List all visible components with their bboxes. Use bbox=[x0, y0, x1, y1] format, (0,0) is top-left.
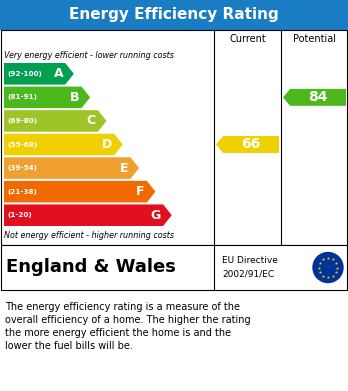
Text: Not energy efficient - higher running costs: Not energy efficient - higher running co… bbox=[4, 231, 174, 240]
Text: 66: 66 bbox=[242, 138, 261, 151]
Text: the more energy efficient the home is and the: the more energy efficient the home is an… bbox=[5, 328, 231, 338]
Text: 2002/91/EC: 2002/91/EC bbox=[222, 270, 274, 279]
Bar bbox=[0, 0, 348, 30]
Polygon shape bbox=[4, 110, 106, 132]
Polygon shape bbox=[4, 181, 156, 203]
Text: EU Directive: EU Directive bbox=[222, 256, 278, 265]
Text: G: G bbox=[151, 209, 161, 222]
Text: lower the fuel bills will be.: lower the fuel bills will be. bbox=[5, 341, 133, 351]
Polygon shape bbox=[4, 157, 139, 179]
Text: England & Wales: England & Wales bbox=[6, 258, 176, 276]
Text: E: E bbox=[120, 161, 128, 174]
Bar bbox=[1, 30, 347, 245]
Text: (69-80): (69-80) bbox=[7, 118, 37, 124]
Polygon shape bbox=[4, 63, 74, 84]
Polygon shape bbox=[216, 136, 279, 153]
Text: (55-68): (55-68) bbox=[7, 142, 37, 147]
Text: D: D bbox=[102, 138, 112, 151]
Bar bbox=[1, 245, 347, 290]
Text: F: F bbox=[136, 185, 145, 198]
Circle shape bbox=[313, 253, 343, 283]
Text: C: C bbox=[87, 115, 96, 127]
Text: Current: Current bbox=[229, 34, 266, 44]
Text: 84: 84 bbox=[308, 90, 328, 104]
Polygon shape bbox=[4, 134, 123, 155]
Text: (1-20): (1-20) bbox=[7, 212, 32, 218]
Text: A: A bbox=[54, 67, 63, 80]
Text: Energy Efficiency Rating: Energy Efficiency Rating bbox=[69, 7, 279, 23]
Text: overall efficiency of a home. The higher the rating: overall efficiency of a home. The higher… bbox=[5, 315, 251, 325]
Text: (39-54): (39-54) bbox=[7, 165, 37, 171]
Polygon shape bbox=[4, 86, 90, 108]
Text: Potential: Potential bbox=[293, 34, 336, 44]
Polygon shape bbox=[4, 204, 172, 226]
Text: Very energy efficient - lower running costs: Very energy efficient - lower running co… bbox=[4, 52, 174, 61]
Text: (21-38): (21-38) bbox=[7, 188, 37, 195]
Polygon shape bbox=[283, 89, 346, 106]
Text: (81-91): (81-91) bbox=[7, 94, 37, 100]
Text: The energy efficiency rating is a measure of the: The energy efficiency rating is a measur… bbox=[5, 302, 240, 312]
Text: (92-100): (92-100) bbox=[7, 71, 42, 77]
Text: B: B bbox=[70, 91, 80, 104]
